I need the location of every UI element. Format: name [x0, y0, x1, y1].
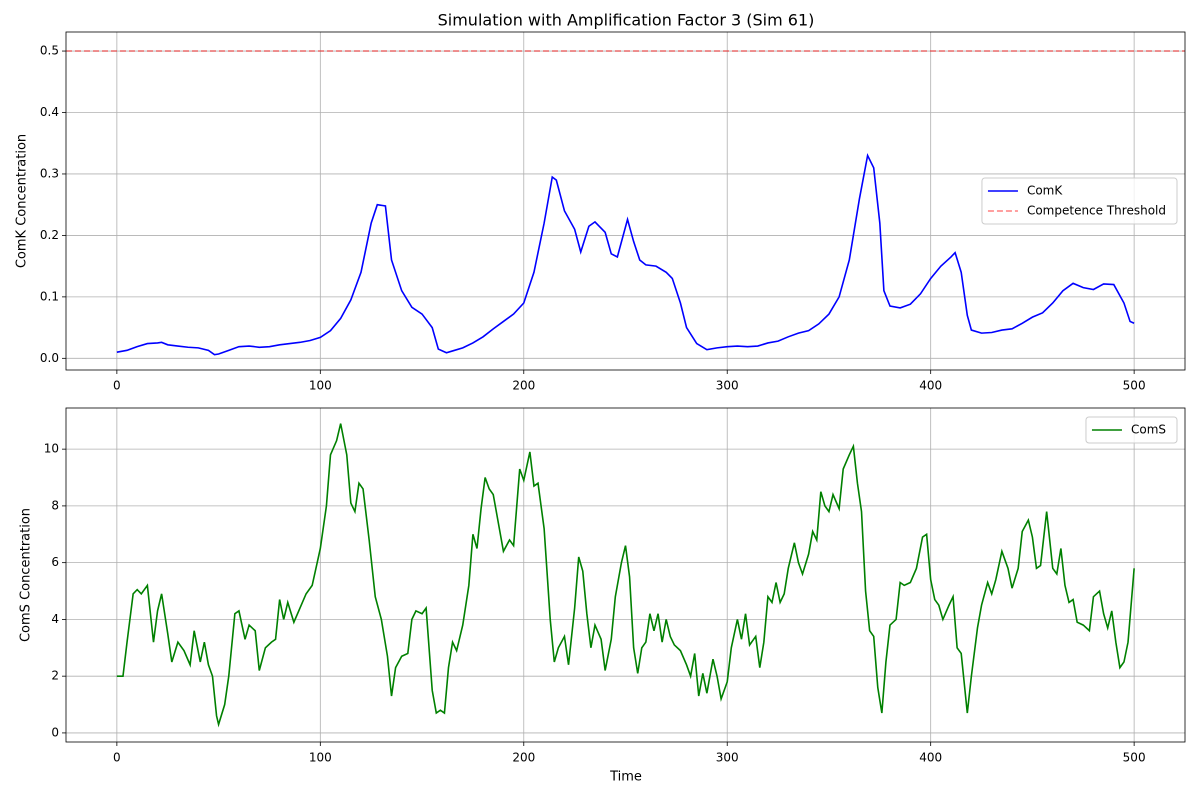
- chart-title: Simulation with Amplification Factor 3 (…: [438, 11, 815, 30]
- data-line: [116, 153, 1135, 356]
- x-tick-label: 400: [919, 751, 942, 765]
- y-tick-label: 0.2: [40, 228, 59, 242]
- x-axis-label: Time: [609, 770, 642, 785]
- y-tick-label: 8: [51, 498, 59, 512]
- legend-label: ComS: [1131, 423, 1166, 437]
- x-tick-label: 200: [512, 751, 535, 765]
- legend-box: [981, 177, 1178, 225]
- y-tick-label: 0.3: [40, 166, 59, 180]
- legend-label: ComK: [1027, 184, 1063, 198]
- y-tick-label: 2: [51, 669, 59, 683]
- x-tick-label: 500: [1123, 751, 1146, 765]
- x-tick-label: 100: [309, 379, 332, 393]
- y-tick-label: 0.0: [40, 351, 59, 365]
- x-tick-label: 300: [716, 751, 739, 765]
- x-tick-label: 300: [716, 379, 739, 393]
- x-tick-label: 0: [113, 379, 121, 393]
- y-tick-label: 4: [51, 612, 59, 626]
- y-axis-label: ComS Concentration: [19, 508, 34, 642]
- y-axis-label: ComK Concentration: [15, 134, 30, 268]
- y-tick-label: 6: [51, 555, 59, 569]
- x-tick-label: 100: [309, 751, 332, 765]
- y-tick-label: 0.5: [40, 44, 59, 58]
- axes-frame: [65, 407, 1186, 743]
- y-tick-label: 0: [51, 725, 59, 739]
- data-line: [116, 423, 1135, 728]
- x-tick-label: 500: [1123, 379, 1146, 393]
- y-tick-label: 0.1: [40, 289, 59, 303]
- y-tick-label: 10: [44, 442, 59, 456]
- legend: ComK Competence Threshold: [981, 177, 1178, 225]
- x-tick-label: 0: [113, 751, 121, 765]
- legend-label: Competence Threshold: [1027, 204, 1166, 218]
- axes-frame: [65, 31, 1186, 371]
- legend: ComS: [1085, 416, 1178, 444]
- x-tick-label: 400: [919, 379, 942, 393]
- x-tick-label: 200: [512, 379, 535, 393]
- legend-box: [1085, 416, 1178, 444]
- y-tick-label: 0.4: [40, 105, 59, 119]
